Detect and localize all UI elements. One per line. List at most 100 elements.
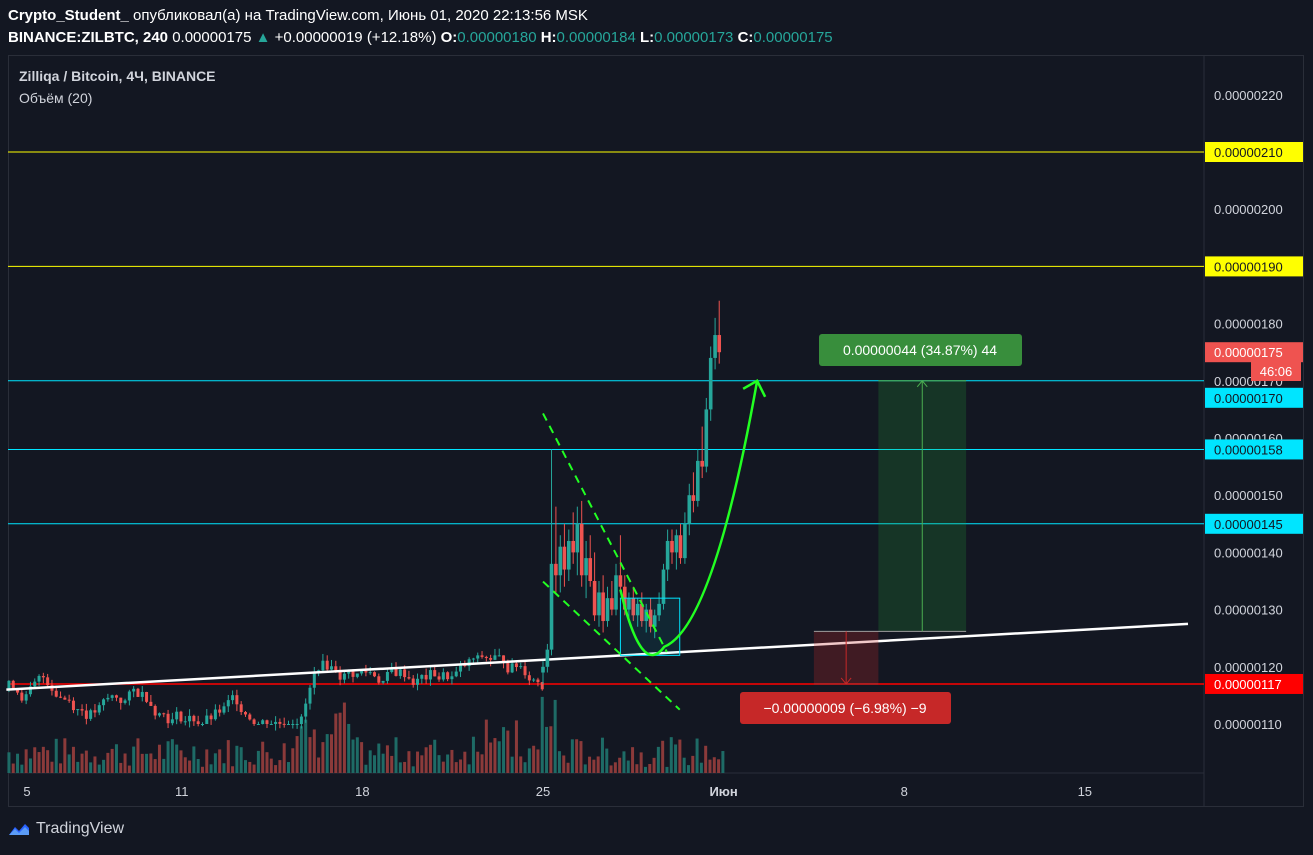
candle-body	[381, 680, 385, 683]
volume-bar	[188, 760, 192, 773]
profit-label: 0.00000044 (34.87%) 44	[819, 334, 1022, 366]
volume-bar	[506, 730, 510, 773]
loss-label-text: −0.00000009 (−6.98%) −9	[763, 700, 926, 716]
candle-body	[188, 715, 192, 722]
candle-body	[7, 680, 11, 690]
volume-bar	[510, 756, 514, 773]
candle-body	[63, 697, 67, 700]
volume-bar	[209, 764, 213, 773]
volume-bar	[360, 742, 364, 773]
volume-bar	[114, 744, 118, 773]
candle-body	[308, 687, 312, 704]
candle-body	[119, 697, 123, 703]
volume-bar	[321, 742, 325, 773]
candle-body	[59, 696, 63, 698]
y-tick-label: 0.00000150	[1214, 488, 1283, 503]
y-tick-label: 0.00000200	[1214, 202, 1283, 217]
candle-body	[696, 460, 700, 501]
candle-body	[213, 709, 217, 720]
candle-body	[256, 724, 260, 725]
chart-frame	[8, 55, 1304, 807]
high-value: 0.00000184	[556, 29, 636, 46]
candle-body	[567, 540, 571, 570]
candle-body	[390, 668, 394, 673]
volume-bar	[527, 748, 531, 773]
price-axis-label-yellow: 0.00000210	[1205, 142, 1303, 162]
candle-body	[652, 615, 657, 627]
candle-body	[683, 523, 687, 559]
volume-bar	[484, 719, 488, 773]
candle-body	[540, 682, 544, 690]
volume-bar	[609, 765, 613, 773]
candle-body	[282, 723, 286, 725]
volume-bar	[192, 746, 196, 773]
volume-bar	[347, 723, 351, 773]
candle-body	[661, 569, 666, 604]
volume-bar	[549, 726, 553, 773]
price-axis-label-text: 0.00000210	[1214, 145, 1283, 160]
volume-bar	[295, 736, 299, 773]
volume-bar	[235, 745, 239, 773]
candle-body	[114, 695, 118, 698]
bar-countdown: 46:06	[1251, 362, 1301, 381]
volume-bar	[682, 757, 686, 773]
volume-bar	[231, 766, 235, 773]
low-value: 0.00000173	[654, 29, 734, 46]
y-tick-label: 0.00000180	[1214, 317, 1283, 332]
candle-body	[342, 673, 346, 680]
volume-bar	[553, 699, 557, 773]
candle-body	[110, 695, 114, 698]
candle-body	[420, 674, 424, 679]
candle-body	[149, 701, 153, 706]
candle-body	[450, 676, 454, 680]
volume-bar	[312, 729, 316, 773]
x-tick-label: Июн	[709, 784, 737, 799]
candle-body	[610, 598, 614, 610]
candle-body	[269, 724, 273, 725]
candle-body	[175, 711, 179, 720]
candle-body	[153, 705, 157, 716]
y-tick-label: 0.00000220	[1214, 88, 1283, 103]
candle-body	[597, 592, 601, 616]
candle-body	[97, 705, 101, 713]
volume-bar	[183, 757, 187, 773]
chart-legend-title[interactable]: Zilliqa / Bitcoin, 4Ч, BINANCE	[19, 68, 216, 84]
price-axis-label-cyan: 0.00000145	[1205, 513, 1303, 534]
volume-bar	[222, 763, 226, 773]
volume-bar	[463, 751, 467, 773]
candle-body	[166, 713, 170, 724]
volume-bar	[605, 748, 609, 773]
candle-body	[368, 672, 372, 674]
candle-body	[71, 700, 75, 711]
candle-body	[454, 671, 458, 677]
candle-body	[200, 724, 204, 725]
candle-body	[506, 662, 510, 673]
volume-bar	[239, 747, 243, 773]
channel-upper-dashed	[542, 412, 668, 653]
volume-bar	[67, 754, 71, 773]
volume-legend[interactable]: Объём (20)	[19, 90, 93, 106]
candle-body	[170, 719, 174, 724]
volume-bar	[248, 761, 252, 773]
tradingview-brand[interactable]: TradingView	[36, 820, 125, 837]
candle-body	[648, 609, 653, 627]
volume-bar	[334, 713, 338, 773]
candle-body	[312, 671, 316, 688]
volume-bar	[437, 755, 441, 773]
volume-bar	[24, 749, 28, 773]
candle-body	[377, 676, 381, 683]
volume-bar	[712, 757, 716, 773]
footer: TradingView	[8, 820, 124, 838]
author-name[interactable]: Crypto_Student_	[8, 7, 129, 24]
candle-body	[678, 535, 683, 559]
volume-bar	[674, 744, 678, 773]
candle-body	[635, 603, 640, 616]
price-axis-label-last: 0.00000175	[1205, 342, 1303, 363]
candle-body	[691, 495, 696, 501]
volume-bar	[7, 752, 11, 773]
header: Crypto_Student_ опубликовал(а) на Tradin…	[0, 0, 1313, 54]
volume-bar	[557, 751, 561, 773]
candle-body	[510, 663, 514, 673]
volume-bar	[433, 739, 437, 773]
